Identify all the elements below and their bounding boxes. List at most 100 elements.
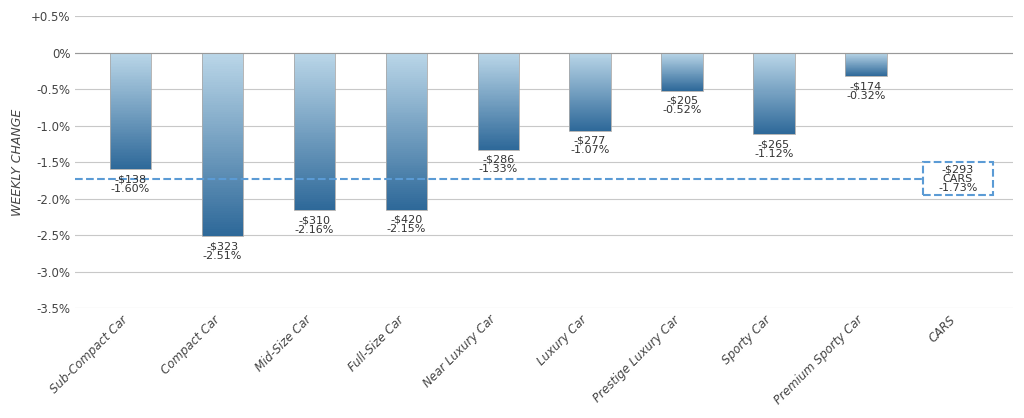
Bar (754, 128, 795, 129)
Text: -2.16%: -2.16% (295, 225, 334, 235)
Bar (477, 62, 519, 64)
Bar (202, 190, 243, 192)
Bar (202, 224, 243, 227)
Bar (477, 125, 519, 127)
Bar (294, 82, 335, 84)
Bar (294, 53, 335, 55)
Bar (477, 58, 519, 59)
Bar (386, 120, 427, 121)
Bar (386, 200, 427, 202)
Bar (662, 59, 702, 60)
Bar (569, 111, 610, 112)
Bar (477, 90, 519, 92)
Bar (202, 66, 243, 69)
Bar (386, 172, 427, 174)
Bar (386, 74, 427, 76)
Bar (386, 78, 427, 80)
Bar (386, 176, 427, 178)
Bar (754, 97, 795, 98)
Bar (202, 163, 243, 165)
Bar (110, 56, 152, 57)
Bar (386, 143, 427, 145)
Bar (477, 112, 519, 113)
Bar (110, 155, 152, 156)
Bar (294, 175, 335, 177)
Bar (477, 107, 519, 109)
Bar (477, 110, 519, 111)
Bar (110, 136, 152, 138)
Bar (202, 73, 243, 76)
Bar (110, 112, 152, 114)
Bar (754, 74, 795, 75)
Bar (754, 105, 795, 106)
Bar (294, 69, 335, 70)
Bar (386, 96, 427, 98)
Bar (569, 54, 610, 55)
Bar (110, 146, 152, 148)
Bar (294, 143, 335, 145)
Bar (110, 148, 152, 149)
Bar (386, 131, 427, 133)
Bar (569, 78, 610, 79)
Bar (662, 53, 702, 91)
Bar (754, 125, 795, 126)
Bar (294, 114, 335, 116)
Bar (477, 130, 519, 132)
Bar (202, 197, 243, 199)
Bar (110, 86, 152, 88)
Bar (569, 80, 610, 81)
Bar (477, 81, 519, 82)
Bar (477, 74, 519, 76)
Bar (110, 98, 152, 99)
Bar (110, 115, 152, 117)
Bar (477, 113, 519, 115)
Bar (569, 70, 610, 71)
Bar (754, 79, 795, 80)
Bar (386, 62, 427, 64)
Bar (202, 53, 243, 55)
Bar (386, 92, 427, 94)
Bar (754, 85, 795, 87)
Bar (386, 104, 427, 106)
Bar (110, 120, 152, 121)
Bar (569, 127, 610, 128)
Bar (294, 56, 335, 59)
Bar (662, 79, 702, 80)
Bar (294, 209, 335, 210)
Bar (110, 80, 152, 82)
Bar (202, 130, 243, 133)
Bar (569, 75, 610, 76)
Bar (202, 138, 243, 140)
Bar (294, 108, 335, 110)
Bar (386, 127, 427, 129)
Bar (294, 169, 335, 171)
Bar (386, 166, 427, 168)
Bar (294, 177, 335, 179)
Bar (202, 186, 243, 188)
Bar (386, 98, 427, 100)
Bar (662, 72, 702, 73)
Bar (569, 72, 610, 73)
Bar (110, 145, 152, 146)
Bar (386, 168, 427, 171)
Text: -$265: -$265 (758, 140, 790, 150)
Bar (110, 94, 152, 95)
Bar (202, 110, 243, 112)
Bar (477, 143, 519, 144)
Bar (477, 105, 519, 106)
Bar (110, 99, 152, 101)
Bar (110, 129, 152, 130)
Bar (662, 76, 702, 77)
Bar (386, 55, 427, 56)
Bar (386, 84, 427, 86)
Bar (477, 82, 519, 83)
Bar (569, 121, 610, 122)
Bar (294, 80, 335, 82)
Bar (569, 117, 610, 118)
Bar (754, 120, 795, 121)
Bar (110, 53, 152, 169)
Bar (386, 196, 427, 198)
Bar (294, 53, 335, 210)
Bar (754, 109, 795, 110)
Bar (294, 139, 335, 141)
